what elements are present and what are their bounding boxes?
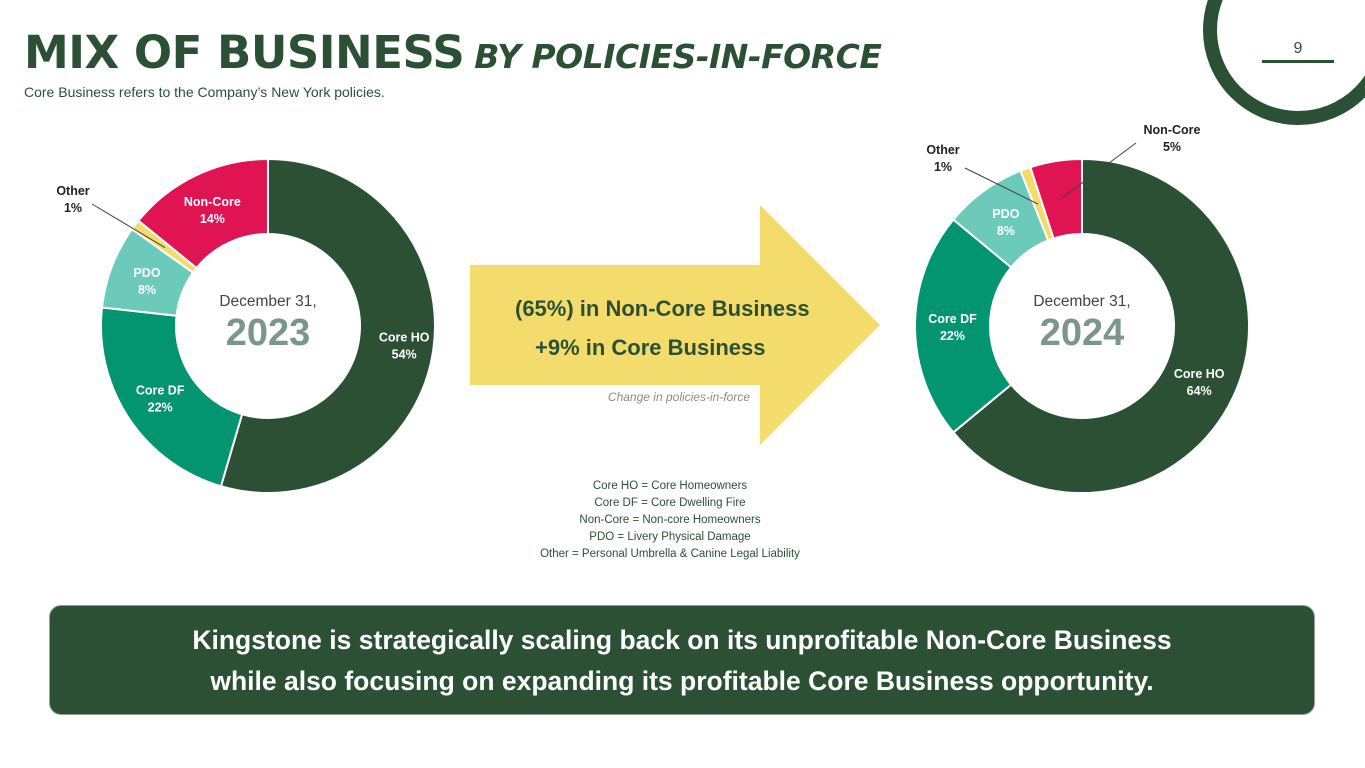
change-arrow xyxy=(470,205,880,445)
slice-label-core-df: Core DF xyxy=(928,312,977,326)
summary-banner: Kingstone is strategically scaling back … xyxy=(49,605,1315,715)
slice-core-df xyxy=(914,218,1013,434)
arrow-core-change: +9% in Core Business xyxy=(535,335,766,360)
arrow-noncore-change: (65%) in Non-Core Business xyxy=(515,296,810,321)
slice-value-other: 1% xyxy=(934,160,952,174)
abbreviation-legend: Core HO = Core Homeowners Core DF = Core… xyxy=(490,478,850,563)
slice-core-ho xyxy=(951,157,1250,494)
leader-line-non-core xyxy=(1061,142,1137,199)
slice-non-core xyxy=(1029,157,1083,240)
legend-item: Non-Core = Non-core Homeowners xyxy=(579,514,761,526)
slice-label-non-core: Non-Core xyxy=(1144,123,1201,137)
slice-label-non-core: Non-Core xyxy=(184,195,241,209)
slice-core-ho xyxy=(219,157,436,494)
page-number-underline xyxy=(1262,60,1334,63)
legend-item: PDO = Livery Physical Damage xyxy=(589,531,751,543)
title-accent: BY POLICIES-IN-FORCE xyxy=(474,37,882,76)
slice-label-pdo: PDO xyxy=(992,207,1019,221)
slice-label-core-ho: Core HO xyxy=(1174,367,1225,381)
page-title: MIX OF BUSINESS BY POLICIES-IN-FORCE xyxy=(24,26,882,79)
slice-label-core-df: Core DF xyxy=(136,384,185,398)
center-date-label: December 31, xyxy=(1033,293,1130,310)
banner-line-1: Kingstone is strategically scaling back … xyxy=(192,625,1172,655)
title-main: MIX OF BUSINESS xyxy=(24,26,465,79)
slice-core-df xyxy=(100,306,244,488)
donut-chart-2023: Core HO 54% Core DF 22% PDO 8% Other 1% Non-Core… xyxy=(56,157,436,494)
leader-line-other xyxy=(964,167,1039,205)
arrow-note: Change in policies-in-force xyxy=(607,390,750,404)
slice-value-core-df: 22% xyxy=(148,401,173,415)
slice-label-pdo: PDO xyxy=(133,266,160,280)
slice-label-core-ho: Core HO xyxy=(379,330,430,344)
donut-chart-2024: Core HO 64% Core DF 22% PDO 8% Other 1% Non-Core… xyxy=(914,123,1250,494)
banner-line-2: while also focusing on expanding its pro… xyxy=(210,666,1154,696)
leader-line-other xyxy=(91,203,166,249)
legend-item: Core DF = Core Dwelling Fire xyxy=(594,497,746,509)
slice-label-other: Other xyxy=(56,184,89,198)
legend-item: Core HO = Core Homeowners xyxy=(592,480,748,492)
slice-non-core xyxy=(136,157,269,270)
slice-value-core-df: 22% xyxy=(940,329,965,343)
slice-value-other: 1% xyxy=(64,201,82,215)
slice-value-non-core: 5% xyxy=(1163,140,1181,154)
slice-value-non-core: 14% xyxy=(200,212,225,226)
center-year-label: 2024 xyxy=(1040,312,1125,354)
slice-value-core-ho: 64% xyxy=(1187,384,1212,398)
slice-value-pdo: 8% xyxy=(997,224,1015,238)
slice-label-other: Other xyxy=(926,143,959,157)
slice-value-core-ho: 54% xyxy=(392,347,417,361)
legend-item: Other = Personal Umbrella & Canine Legal… xyxy=(540,548,800,560)
page-subtitle: Core Business refers to the Company’s Ne… xyxy=(24,84,385,100)
slice-value-pdo: 8% xyxy=(138,283,156,297)
page-number: 9 xyxy=(1293,40,1303,57)
center-date-label: December 31, xyxy=(219,293,316,310)
center-year-label: 2023 xyxy=(226,312,311,354)
